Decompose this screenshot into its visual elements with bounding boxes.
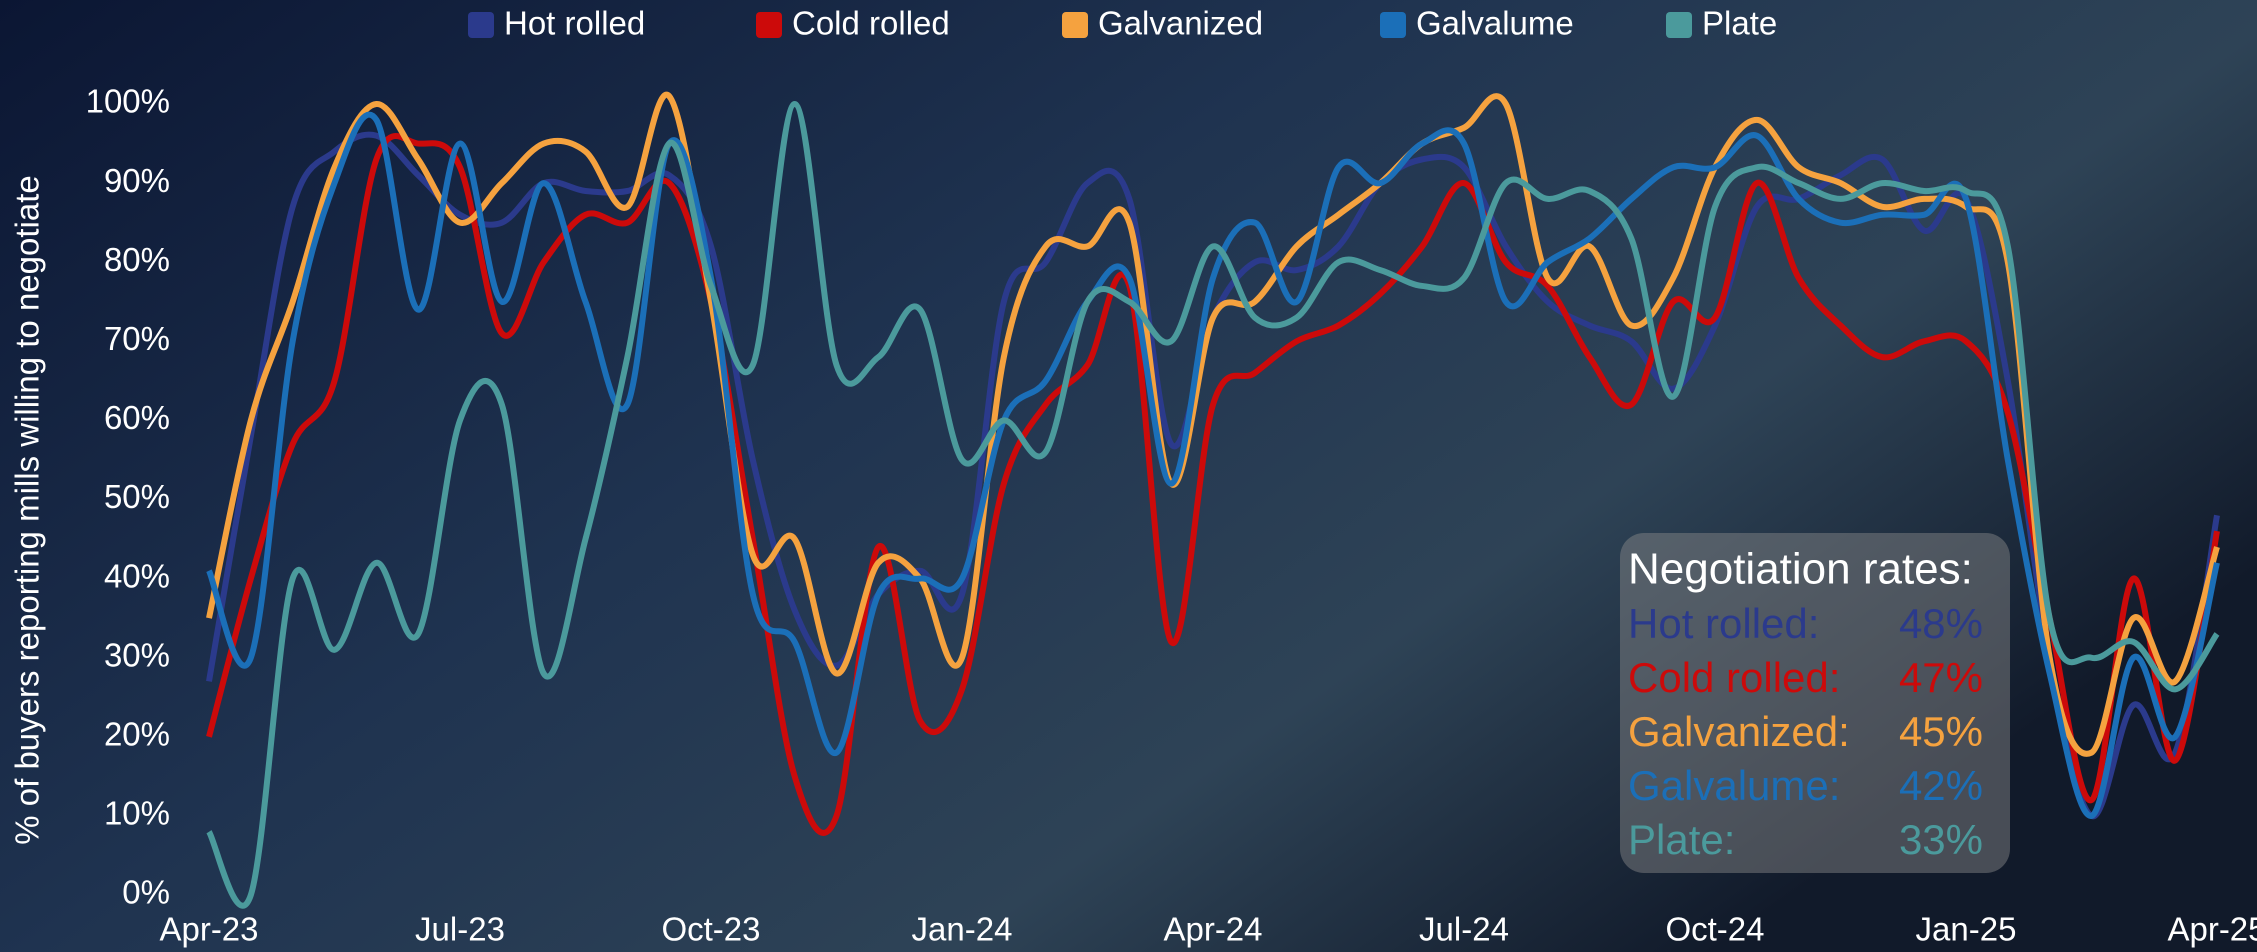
x-tick-label: Jan-24 bbox=[912, 911, 1013, 948]
annotation-label: Galvalume: bbox=[1628, 762, 1840, 809]
annotation-label: Cold rolled: bbox=[1628, 654, 1840, 701]
plot bbox=[206, 91, 2220, 909]
annotation-label: Galvanized: bbox=[1628, 708, 1850, 755]
y-tick-label: 60% bbox=[104, 399, 170, 436]
legend-label: Galvalume bbox=[1416, 5, 1574, 42]
y-tick-label: 70% bbox=[104, 320, 170, 357]
series-line bbox=[206, 101, 2220, 909]
legend-swatch bbox=[468, 12, 494, 38]
annotation-value: 47% bbox=[1899, 654, 1983, 701]
legend-label: Cold rolled bbox=[792, 5, 950, 42]
annotation-value: 33% bbox=[1899, 816, 1983, 863]
legend-swatch bbox=[1666, 12, 1692, 38]
x-tick-label: Apr-23 bbox=[159, 911, 258, 948]
x-tick-label: Jul-23 bbox=[415, 911, 505, 948]
y-tick-label: 40% bbox=[104, 557, 170, 594]
annotation-box bbox=[1620, 533, 2010, 873]
legend-swatch bbox=[756, 12, 782, 38]
legend-swatch bbox=[1062, 12, 1088, 38]
x-tick-label: Jul-24 bbox=[1419, 911, 1509, 948]
annotation-label: Hot rolled: bbox=[1628, 600, 1819, 647]
y-tick-label: 30% bbox=[104, 636, 170, 673]
annotation-label: Plate: bbox=[1628, 816, 1735, 863]
legend-label: Galvanized bbox=[1098, 5, 1263, 42]
y-tick-label: 90% bbox=[104, 162, 170, 199]
y-tick-label: 50% bbox=[104, 478, 170, 515]
legend-swatch bbox=[1380, 12, 1406, 38]
legend-label: Plate bbox=[1702, 5, 1777, 42]
y-tick-label: 20% bbox=[104, 716, 170, 753]
y-tick-label: 0% bbox=[122, 874, 170, 911]
x-tick-label: Jan-25 bbox=[1916, 911, 2017, 948]
x-tick-label: Oct-23 bbox=[661, 911, 760, 948]
x-tick-label: Apr-24 bbox=[1163, 911, 1262, 948]
series-line bbox=[206, 133, 2220, 836]
annotation-value: 42% bbox=[1899, 762, 1983, 809]
annotation-value: 45% bbox=[1899, 708, 1983, 755]
x-tick-label: Oct-24 bbox=[1665, 911, 1764, 948]
y-axis-label: % of buyers reporting mills willing to n… bbox=[9, 175, 46, 845]
y-tick-label: 10% bbox=[104, 795, 170, 832]
annotation-value: 48% bbox=[1899, 600, 1983, 647]
legend-label: Hot rolled bbox=[504, 5, 645, 42]
y-tick-label: 80% bbox=[104, 241, 170, 278]
y-tick-label: 100% bbox=[86, 83, 170, 120]
x-tick-label: Apr-25 bbox=[2167, 911, 2257, 948]
annotation-title: Negotiation rates: bbox=[1628, 545, 1973, 594]
